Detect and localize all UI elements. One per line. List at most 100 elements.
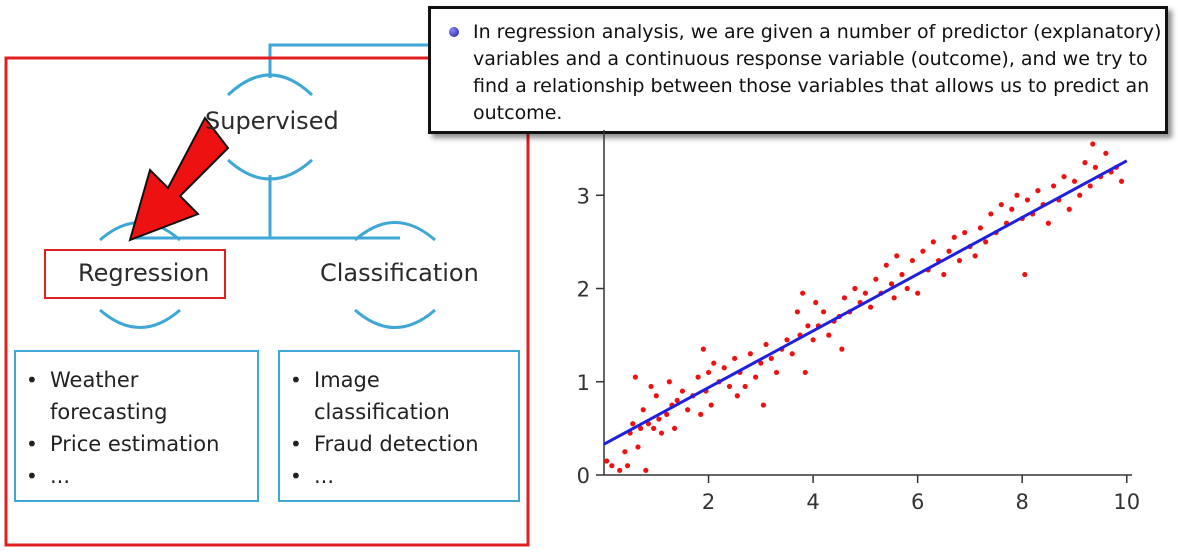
- data-point: [813, 299, 819, 306]
- regression-definition-callout: In regression analysis, we are given a n…: [428, 6, 1168, 134]
- data-point: [679, 388, 686, 394]
- regression-example-item: Price estimation: [16, 428, 257, 460]
- data-point: [998, 201, 1004, 208]
- data-point: [977, 225, 983, 231]
- data-point: [763, 341, 769, 348]
- data-point: [732, 355, 738, 362]
- data-point: [698, 411, 704, 417]
- data-point: [888, 281, 895, 287]
- data-point: [734, 393, 740, 399]
- y-tick-label: 1: [577, 371, 590, 395]
- regression-bottom-arc: [99, 308, 181, 329]
- regression-examples-box: Weather forecasting Price estimation ...: [14, 350, 259, 502]
- data-point: [983, 239, 989, 245]
- callout-connector-line: [268, 43, 430, 78]
- data-point: [685, 407, 691, 413]
- data-point: [891, 295, 897, 301]
- data-point: [789, 351, 795, 357]
- data-point: [873, 276, 879, 282]
- data-point: [1090, 141, 1096, 147]
- data-point: [742, 383, 748, 390]
- data-point: [826, 332, 832, 338]
- x-tick-label: 2: [702, 490, 715, 514]
- data-point: [1077, 192, 1083, 198]
- regression-example-item: ...: [16, 460, 257, 492]
- data-point: [784, 337, 790, 343]
- data-point: [909, 257, 916, 264]
- classification-label: Classification: [320, 259, 479, 287]
- x-tick-label: 6: [911, 490, 924, 514]
- chart-fit-line: [603, 159, 1128, 446]
- data-point: [1022, 271, 1028, 278]
- data-point: [705, 369, 712, 376]
- data-point: [726, 383, 733, 390]
- data-point: [904, 285, 910, 292]
- x-tick-label: 10: [1113, 490, 1140, 514]
- data-point: [820, 309, 827, 315]
- data-point: [1050, 183, 1057, 189]
- data-point: [664, 411, 670, 417]
- chart-axes: [603, 130, 1132, 476]
- data-point: [622, 449, 628, 455]
- data-point: [768, 355, 774, 362]
- data-point: [658, 430, 665, 436]
- data-point: [758, 360, 764, 366]
- data-point: [1082, 160, 1088, 166]
- data-point: [941, 271, 947, 278]
- x-tick-label: 4: [806, 490, 819, 514]
- regression-label: Regression: [78, 259, 210, 287]
- x-tick-label: 8: [1016, 490, 1029, 514]
- chart-ticks: 2 4 6 8 10 0 1 2 3: [577, 184, 1141, 514]
- data-point: [635, 444, 641, 450]
- data-point: [1092, 164, 1099, 170]
- regression-example-item: Weather forecasting: [16, 364, 200, 428]
- data-point: [862, 290, 868, 296]
- y-tick-label: 3: [577, 184, 590, 208]
- supervised-top-arc: [226, 73, 314, 97]
- data-point: [753, 374, 759, 380]
- data-point: [674, 397, 680, 404]
- data-point: [1061, 174, 1067, 180]
- data-point: [640, 407, 646, 413]
- data-point: [920, 248, 926, 254]
- classification-top-arc: [354, 221, 436, 242]
- data-point: [852, 285, 858, 292]
- data-point: [708, 402, 714, 408]
- classification-example-item: Fraud detection: [280, 428, 518, 460]
- data-point: [946, 248, 952, 254]
- bullet-icon: [449, 27, 459, 37]
- data-point: [630, 421, 636, 427]
- red-arrow-icon: [128, 116, 230, 242]
- data-point: [651, 425, 657, 431]
- data-point: [802, 369, 808, 376]
- y-tick-label: 2: [577, 278, 590, 302]
- data-point: [805, 323, 811, 329]
- y-tick-label: 0: [577, 464, 590, 488]
- data-point: [1103, 150, 1109, 156]
- data-point: [1118, 178, 1125, 184]
- regression-scatter-chart: 2 4 6 8 10 0 1 2 3: [577, 130, 1141, 514]
- data-point: [721, 365, 727, 371]
- data-point: [666, 379, 672, 385]
- data-point: [700, 346, 706, 352]
- data-point: [972, 253, 978, 259]
- data-point: [839, 346, 845, 352]
- callout-text: In regression analysis, we are given a n…: [473, 21, 1162, 124]
- data-point: [915, 290, 921, 296]
- data-point: [1024, 197, 1031, 203]
- data-point: [930, 239, 936, 245]
- red-highlight-frame: [4, 56, 530, 547]
- data-point: [1087, 183, 1093, 189]
- data-point: [1066, 206, 1072, 212]
- data-point: [643, 467, 649, 473]
- data-point: [760, 402, 767, 408]
- data-point: [671, 425, 678, 431]
- data-point: [656, 416, 662, 422]
- data-point: [1014, 192, 1020, 198]
- data-point: [632, 374, 638, 380]
- data-point: [653, 393, 659, 399]
- classification-example-item: ...: [280, 460, 518, 492]
- data-point: [1035, 188, 1041, 194]
- data-point: [747, 351, 753, 357]
- data-point: [894, 253, 900, 259]
